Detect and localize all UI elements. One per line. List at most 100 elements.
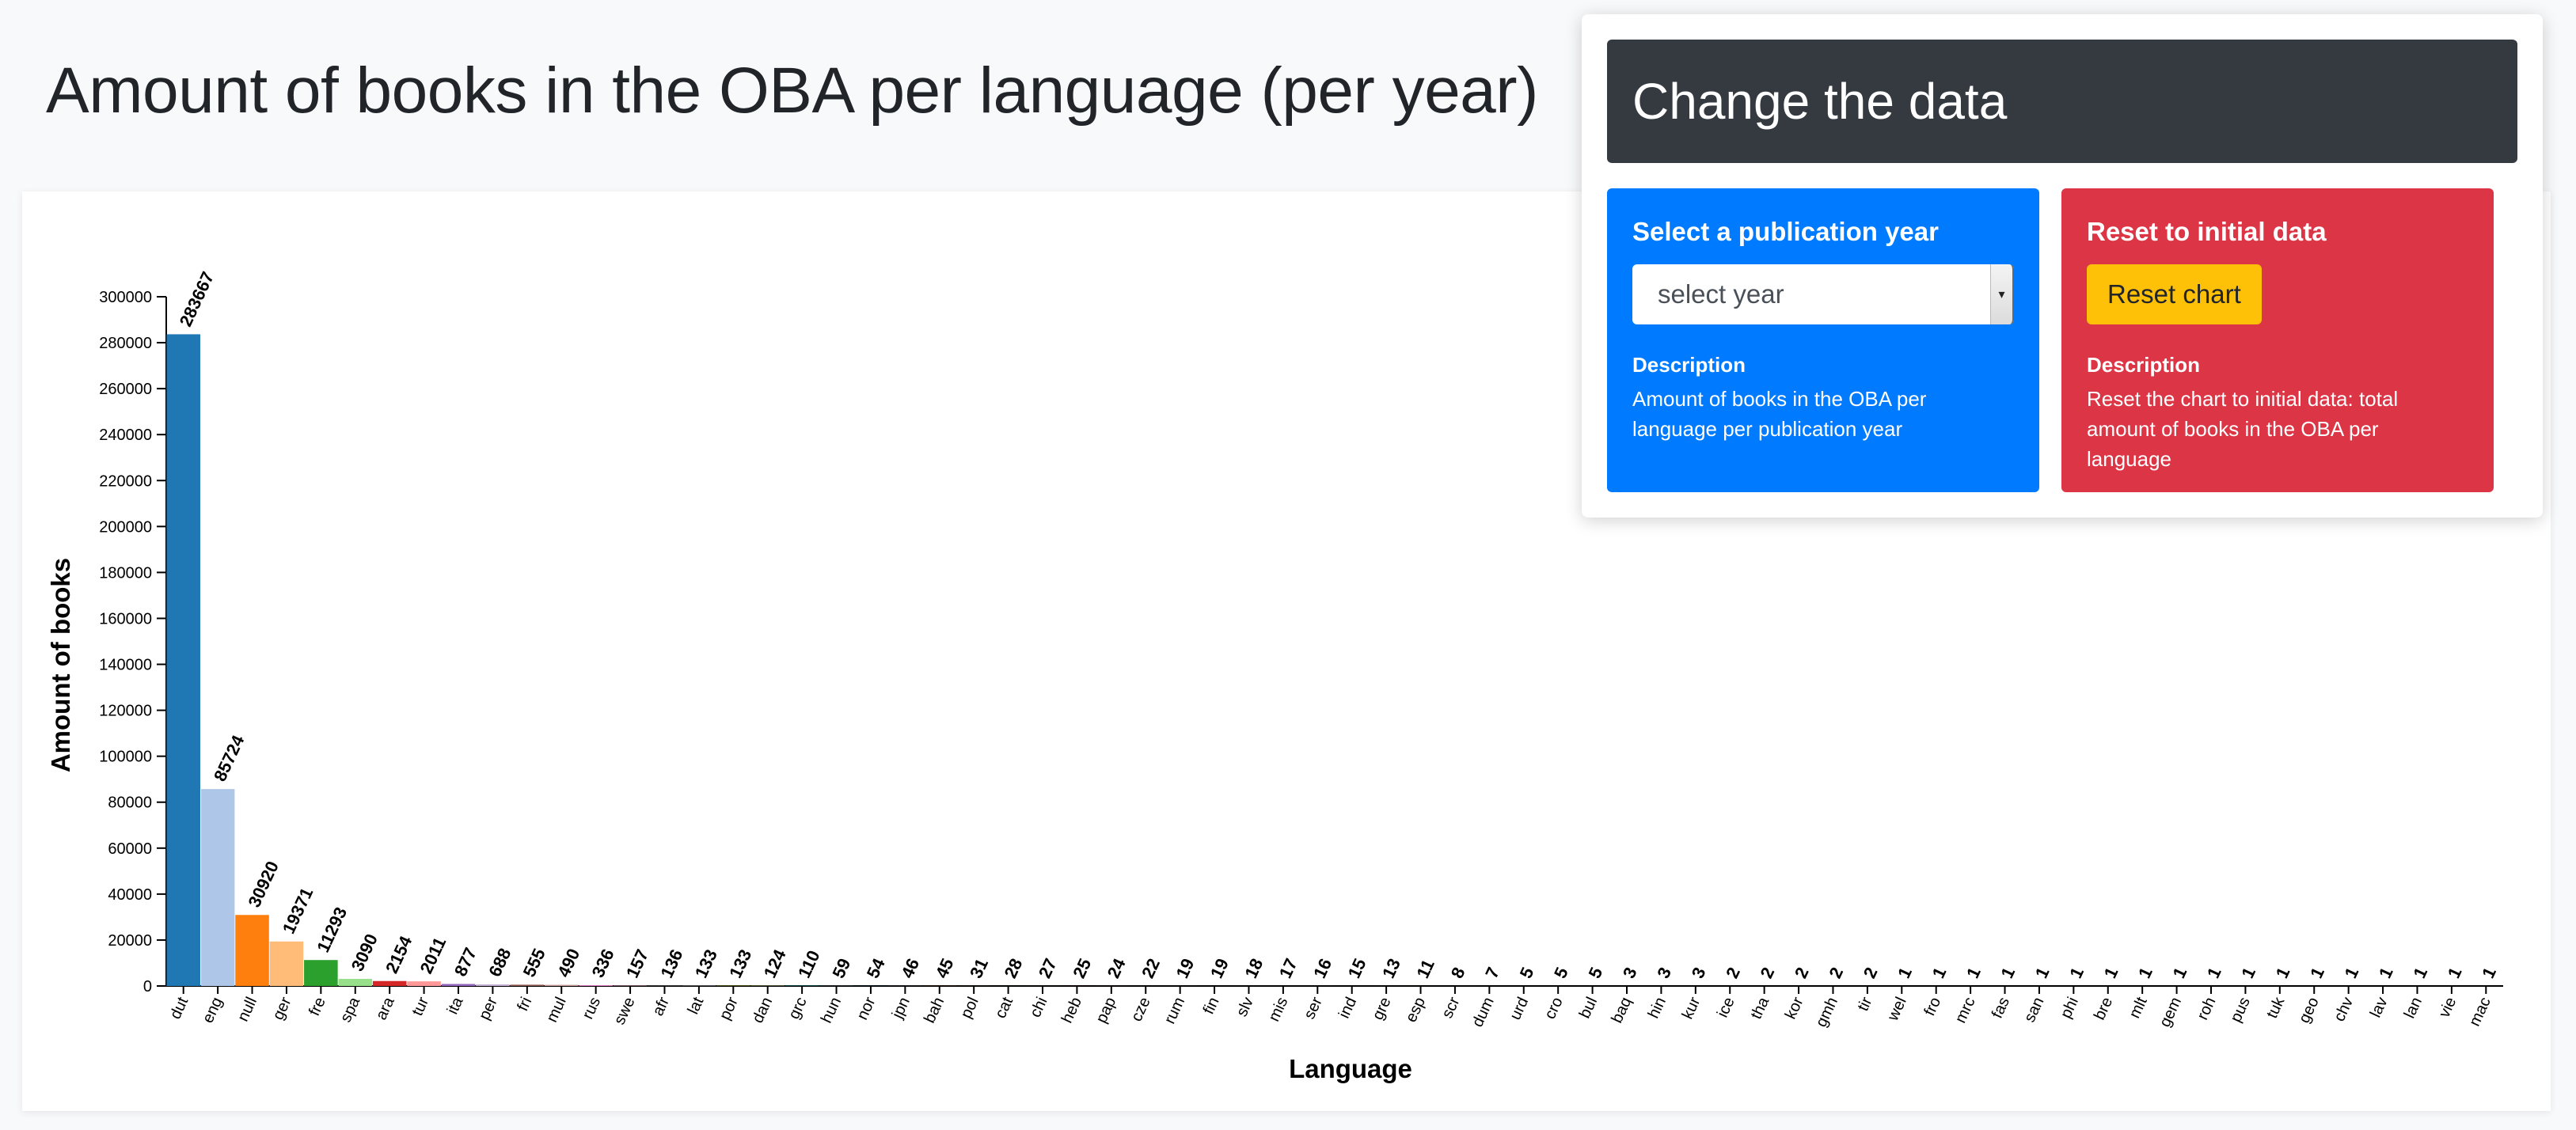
x-tick-label: tir (1854, 995, 1875, 1014)
y-tick-label: 220000 (99, 472, 152, 490)
x-tick-label: ara (373, 994, 399, 1022)
x-tick-label: jpn (888, 995, 914, 1022)
data-label: 1 (2409, 964, 2431, 981)
x-tick-label: esp (1402, 995, 1429, 1026)
reset-chart-button[interactable]: Reset chart (2087, 264, 2262, 324)
x-tick-label: rus (579, 995, 604, 1022)
y-tick-label: 280000 (99, 335, 152, 352)
y-tick-label: 60000 (108, 840, 152, 858)
x-tick-label: ser (1301, 995, 1326, 1022)
x-tick-label: mac (2466, 995, 2494, 1030)
data-label: 11 (1412, 956, 1438, 981)
data-label: 17 (1275, 955, 1301, 981)
bar-fri (510, 984, 545, 986)
control-panel: Change the data Select a publication yea… (1582, 14, 2543, 518)
data-label: 1 (2478, 964, 2500, 981)
x-tick-label: ita (444, 994, 467, 1017)
x-tick-label: roh (2194, 995, 2219, 1022)
x-tick-label: tha (1747, 994, 1772, 1022)
x-tick-label: mul (543, 995, 570, 1026)
x-tick-label: ger (269, 995, 294, 1023)
data-label: 15 (1344, 955, 1370, 981)
y-tick-label: 40000 (108, 886, 152, 904)
data-label: 3090 (348, 931, 382, 974)
bar-tur (407, 981, 441, 986)
x-tick-label: heb (1058, 995, 1085, 1026)
x-tick-label: vie (2436, 995, 2460, 1020)
data-label: 2 (1860, 964, 1882, 981)
x-tick-label: swe (611, 995, 639, 1028)
data-label: 1 (2272, 964, 2294, 981)
x-tick-label: dan (749, 995, 776, 1026)
data-label: 1 (1997, 964, 2019, 981)
data-label: 5 (1584, 964, 1606, 981)
data-label: 24 (1104, 955, 1130, 981)
data-label: 16 (1309, 955, 1335, 981)
x-tick-label: nor (853, 995, 879, 1023)
bar-eng (200, 789, 235, 986)
data-label: 5 (1516, 964, 1538, 981)
data-label: 19 (1206, 955, 1233, 981)
data-label: 59 (828, 955, 854, 981)
data-label: 22 (1138, 955, 1164, 981)
x-tick-label: eng (199, 995, 226, 1026)
data-label: 110 (794, 947, 824, 981)
dropdown-arrow-icon[interactable]: ▾ (1990, 264, 2014, 324)
data-label: 1 (2237, 964, 2259, 981)
data-label: 54 (863, 955, 889, 981)
bar-ita (441, 984, 476, 986)
y-tick-label: 80000 (108, 794, 152, 812)
x-tick-label: mrc (1952, 995, 1979, 1026)
x-tick-label: cat (992, 994, 1016, 1021)
data-label: 1 (2031, 964, 2054, 981)
data-label: 2 (1757, 964, 1779, 981)
x-tick-label: mlt (2126, 994, 2150, 1021)
x-tick-label: bul (1576, 995, 1601, 1021)
x-tick-label: fas (1989, 995, 2013, 1021)
y-tick-label: 300000 (99, 289, 152, 306)
x-tick-label: mis (1265, 995, 1291, 1024)
x-tick-label: rum (1161, 995, 1188, 1027)
data-label: 3 (1653, 964, 1675, 981)
x-tick-label: afr (649, 995, 673, 1019)
x-tick-label: pap (1092, 995, 1119, 1026)
x-tick-label: gem (2156, 995, 2185, 1030)
bar-ara (372, 980, 407, 986)
data-label: 336 (588, 946, 618, 980)
data-label: 555 (519, 946, 549, 980)
data-label: 1 (2306, 964, 2328, 981)
x-tick-label: por (716, 995, 742, 1023)
data-label: 688 (484, 945, 515, 980)
x-axis-title: Language (1289, 1054, 1412, 1083)
data-label: 124 (760, 946, 790, 981)
data-label: 1 (2065, 964, 2088, 981)
x-tick-label: cro (1541, 995, 1567, 1022)
data-label: 8 (1447, 964, 1469, 981)
y-tick-label: 240000 (99, 427, 152, 444)
reset-desc-text: Reset the chart to initial data: total a… (2087, 387, 2399, 471)
data-label: 1 (1928, 964, 1951, 981)
x-tick-label: dut (167, 994, 192, 1022)
x-tick-label: per (476, 995, 501, 1023)
bar-mul (544, 984, 579, 986)
data-label: 3 (1688, 964, 1710, 981)
x-tick-label: san (2021, 995, 2048, 1026)
data-label: 1 (2134, 964, 2156, 981)
data-label: 18 (1241, 955, 1267, 981)
x-tick-label: fri (514, 995, 535, 1014)
data-label: 490 (553, 946, 583, 980)
x-tick-label: ind (1335, 995, 1360, 1021)
year-desc-text: Amount of books in the OBA per language … (1632, 387, 1927, 441)
data-label: 1 (2444, 964, 2466, 981)
year-select-value: select year (1658, 279, 1784, 309)
year-desc-title: Description (1632, 353, 1746, 377)
data-label: 85724 (210, 732, 249, 785)
data-label: 2 (1825, 964, 1847, 981)
y-tick-label: 100000 (99, 749, 152, 766)
data-label: 1 (2203, 964, 2225, 981)
x-tick-label: pus (2227, 995, 2254, 1026)
x-tick-label: cze (1128, 995, 1154, 1025)
year-select[interactable]: select year ▾ (1632, 264, 2014, 324)
y-tick-label: 0 (143, 978, 152, 995)
bar-fre (304, 960, 338, 986)
